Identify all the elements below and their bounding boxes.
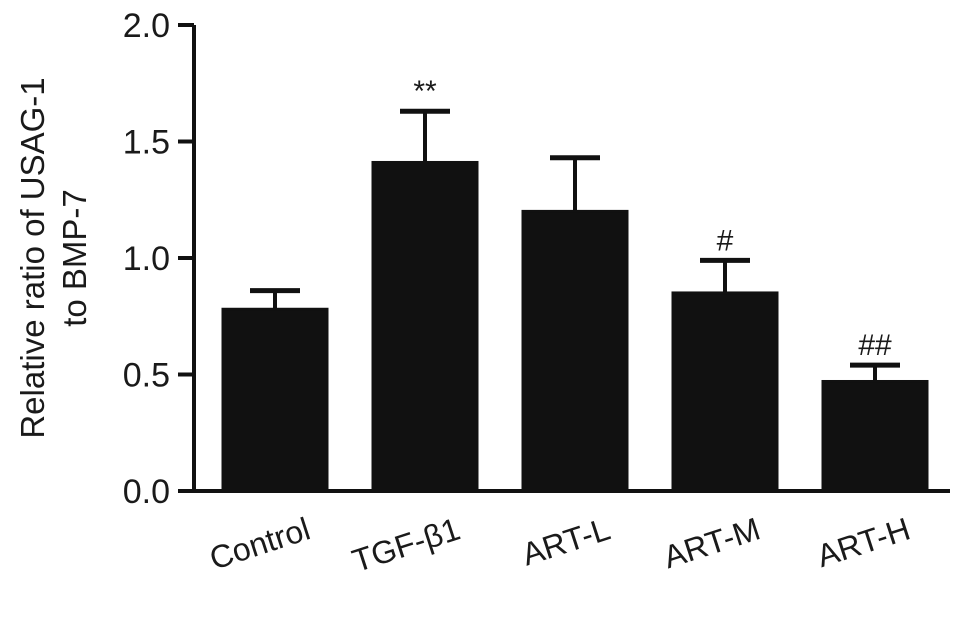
bar-5 (821, 379, 929, 493)
x-tick-label: Control (205, 510, 314, 576)
bar-4 (671, 291, 779, 493)
bar-2 (371, 160, 479, 493)
bar-3 (521, 209, 629, 493)
x-tick-label: ART-M (659, 510, 764, 575)
x-tick-label: ART-L (518, 510, 615, 572)
bars: **### (221, 75, 929, 493)
y-axis-title: Relative ratio of USAG-1 to BMP-7 (14, 77, 93, 438)
y-tick-label: 0.5 (123, 357, 170, 395)
significance-label-2: ** (413, 75, 437, 108)
bar-1 (221, 307, 329, 493)
significance-label-5: ## (858, 329, 892, 362)
y-tick-label: 2.0 (123, 7, 170, 45)
y-tick-label: 0.0 (123, 473, 170, 511)
x-tick-label: ART-H (812, 510, 914, 574)
y-ticks: 0.0 0.5 1.0 1.5 2.0 (123, 7, 194, 511)
x-tick-labels: Control TGF-β1 ART-L ART-M ART-H (205, 510, 914, 578)
significance-label-4: # (717, 224, 734, 257)
y-axis-title-line1: Relative ratio of USAG-1 (14, 77, 51, 438)
y-tick-label: 1.0 (123, 240, 170, 278)
y-tick-label: 1.5 (123, 124, 170, 162)
x-tick-label: TGF-β1 (348, 510, 465, 578)
y-axis-title-line2: to BMP-7 (56, 189, 93, 327)
